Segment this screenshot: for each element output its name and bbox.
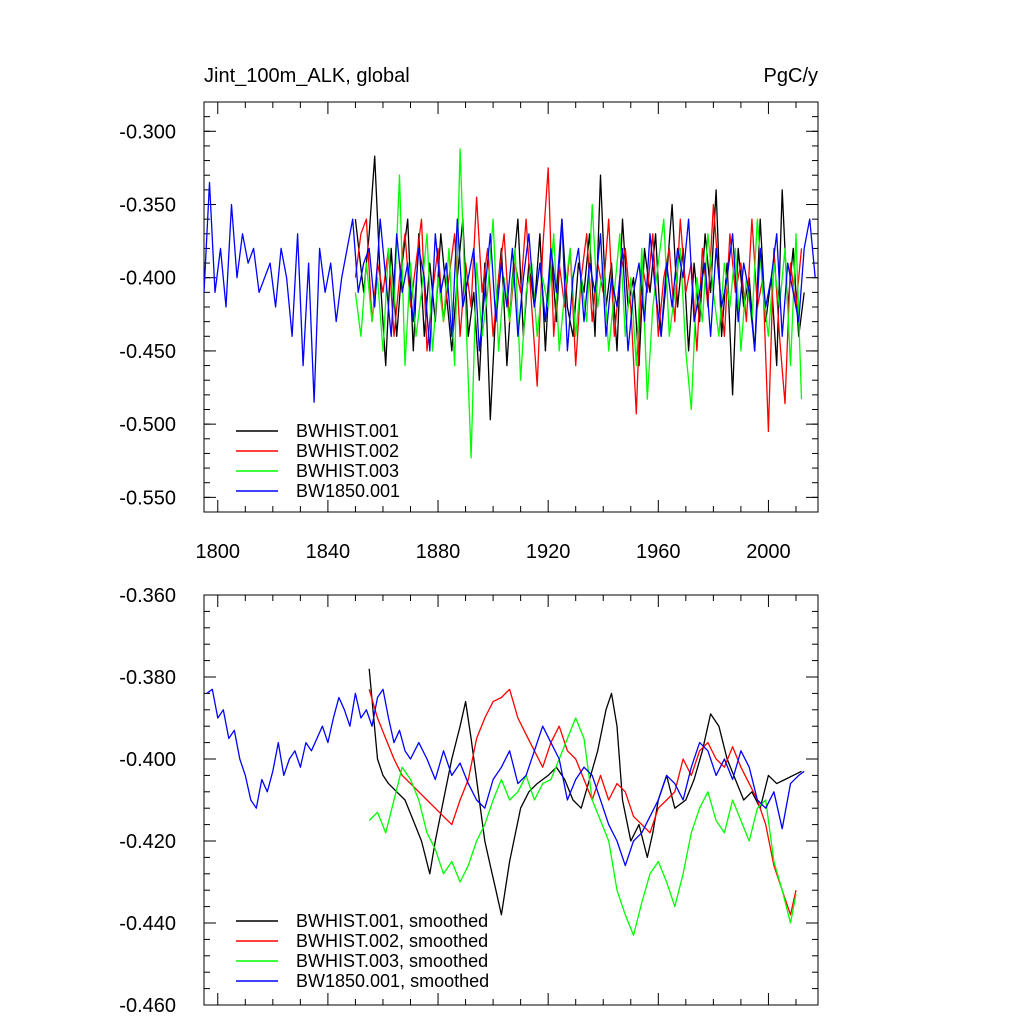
top-y-tick-label: -0.350 [119, 195, 176, 217]
top-chart-series [203, 148, 816, 459]
top-legend-label-1: BWHIST.001 [296, 421, 399, 441]
bottom-y-tick-label: -0.400 [119, 749, 176, 771]
top-x-tick-label: 1840 [306, 541, 351, 563]
top-legend-label-3: BWHIST.003 [296, 461, 399, 481]
top-chart-title-left: Jint_100m_ALK, global [204, 65, 410, 87]
top-chart-ticks [204, 101, 818, 513]
bottom-y-tick-label: -0.440 [119, 913, 176, 935]
top-legend-label-2: BWHIST.002 [296, 441, 399, 461]
bottom-chart-panel: -0.360 -0.380 -0.400 -0.420 -0.440 -0.460 BWH… [119, 585, 819, 1017]
top-x-tick-label: 1880 [416, 541, 461, 563]
top-x-tick-label: 1800 [196, 541, 241, 563]
bottom-legend-label-4: BW1850.001, smoothed [296, 971, 489, 991]
top-chart-x-tick-labels: 1800 1840 1880 1920 1960 2000 [196, 541, 791, 563]
bottom-series-line-3 [368, 717, 797, 936]
top-series-line-3 [354, 148, 803, 459]
bottom-series-line-2 [368, 688, 797, 916]
top-series-line-4 [203, 181, 816, 403]
bottom-series-line-1 [368, 668, 802, 916]
top-chart-y-tick-labels: -0.300 -0.350 -0.400 -0.450 -0.500 -0.550 [119, 121, 176, 509]
bottom-legend-label-1: BWHIST.001, smoothed [296, 911, 488, 931]
bottom-chart-ticks [204, 594, 818, 1006]
top-y-tick-label: -0.550 [119, 487, 176, 509]
top-y-tick-label: -0.500 [119, 414, 176, 436]
top-legend-label-4: BW1850.001 [296, 481, 400, 501]
top-y-tick-label: -0.400 [119, 268, 176, 290]
top-x-tick-label: 1920 [526, 541, 571, 563]
top-y-tick-label: -0.300 [119, 121, 176, 143]
top-chart-title-right: PgC/y [764, 65, 818, 87]
top-y-tick-label: -0.450 [119, 341, 176, 363]
top-chart-panel: Jint_100m_ALK, global PgC/y -0.300 -0.350… [119, 65, 819, 563]
bottom-series-line-4 [206, 688, 805, 867]
top-x-tick-label: 1960 [636, 541, 681, 563]
bottom-legend-label-2: BWHIST.002, smoothed [296, 931, 488, 951]
bottom-y-tick-label: -0.360 [119, 585, 176, 607]
bottom-chart-y-tick-labels: -0.360 -0.380 -0.400 -0.420 -0.440 -0.460 [119, 585, 176, 1017]
bottom-chart-series [206, 668, 805, 936]
bottom-y-tick-label: -0.420 [119, 831, 176, 853]
top-x-tick-label: 2000 [746, 541, 791, 563]
bottom-legend-label-3: BWHIST.003, smoothed [296, 951, 488, 971]
bottom-y-tick-label: -0.380 [119, 667, 176, 689]
bottom-chart-frame [203, 594, 819, 1006]
bottom-y-tick-label: -0.460 [119, 995, 176, 1017]
